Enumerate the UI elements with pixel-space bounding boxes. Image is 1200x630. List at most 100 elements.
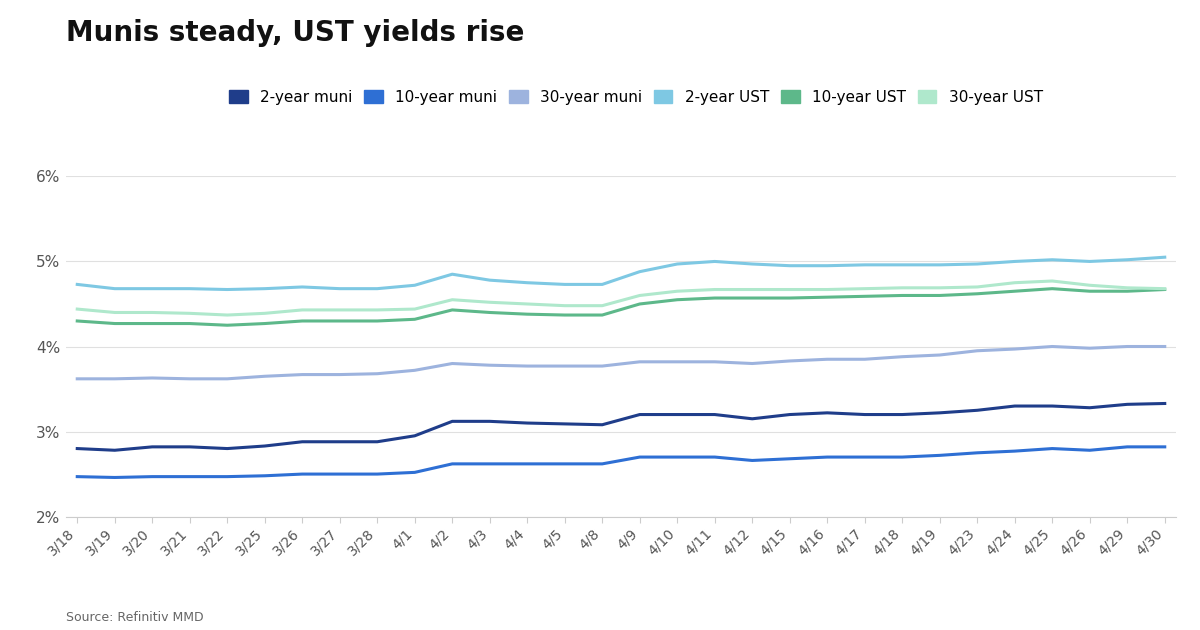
2-year UST [220, 286, 234, 294]
10-year UST [370, 318, 384, 325]
10-year UST [858, 292, 872, 300]
10-year muni [182, 473, 197, 481]
2-year muni [332, 438, 347, 445]
2-year muni [408, 432, 422, 440]
10-year muni [670, 454, 684, 461]
2-year muni [1082, 404, 1097, 411]
2-year muni [1158, 399, 1172, 407]
10-year UST [782, 294, 797, 302]
Line: 2-year UST: 2-year UST [77, 257, 1165, 290]
10-year UST [145, 320, 160, 328]
10-year UST [932, 292, 947, 299]
2-year UST [182, 285, 197, 292]
30-year muni [1045, 343, 1060, 350]
10-year muni [408, 469, 422, 476]
10-year muni [708, 454, 722, 461]
10-year UST [595, 311, 610, 319]
10-year muni [295, 471, 310, 478]
30-year muni [258, 372, 272, 380]
2-year muni [708, 411, 722, 418]
10-year UST [895, 292, 910, 299]
Legend: 2-year muni, 10-year muni, 30-year muni, 2-year UST, 10-year UST, 30-year UST: 2-year muni, 10-year muni, 30-year muni,… [229, 89, 1043, 105]
2-year muni [70, 445, 84, 452]
10-year UST [632, 301, 647, 308]
2-year UST [445, 270, 460, 278]
10-year UST [1045, 285, 1060, 292]
2-year UST [745, 260, 760, 268]
30-year UST [858, 285, 872, 292]
10-year muni [258, 472, 272, 479]
10-year muni [1158, 443, 1172, 450]
10-year muni [932, 452, 947, 459]
2-year muni [145, 443, 160, 450]
30-year muni [745, 360, 760, 367]
2-year UST [932, 261, 947, 268]
10-year muni [482, 460, 497, 467]
10-year UST [1120, 287, 1134, 295]
30-year UST [1045, 277, 1060, 285]
30-year UST [70, 306, 84, 313]
10-year UST [520, 311, 534, 318]
30-year muni [558, 362, 572, 370]
30-year UST [1082, 282, 1097, 289]
10-year muni [70, 473, 84, 481]
2-year muni [782, 411, 797, 418]
30-year UST [708, 286, 722, 294]
2-year UST [145, 285, 160, 292]
10-year UST [745, 294, 760, 302]
10-year UST [970, 290, 984, 297]
10-year muni [595, 460, 610, 467]
30-year muni [595, 362, 610, 370]
30-year UST [220, 311, 234, 319]
30-year muni [1158, 343, 1172, 350]
10-year UST [445, 306, 460, 314]
30-year UST [782, 286, 797, 294]
30-year UST [108, 309, 122, 316]
30-year UST [820, 286, 834, 294]
2-year UST [670, 260, 684, 268]
2-year UST [558, 280, 572, 288]
2-year muni [820, 409, 834, 416]
10-year muni [1008, 447, 1022, 455]
30-year muni [708, 358, 722, 365]
10-year muni [145, 473, 160, 481]
10-year muni [1082, 447, 1097, 454]
30-year muni [332, 371, 347, 379]
30-year muni [70, 375, 84, 382]
2-year muni [670, 411, 684, 418]
2-year UST [708, 258, 722, 265]
2-year muni [258, 442, 272, 450]
30-year muni [1120, 343, 1134, 350]
2-year UST [482, 277, 497, 284]
10-year muni [445, 460, 460, 467]
2-year UST [632, 268, 647, 275]
30-year UST [1120, 284, 1134, 292]
Text: Munis steady, UST yields rise: Munis steady, UST yields rise [66, 19, 524, 47]
2-year UST [1045, 256, 1060, 263]
10-year muni [782, 455, 797, 462]
30-year UST [632, 292, 647, 299]
10-year UST [182, 320, 197, 328]
10-year UST [1158, 286, 1172, 294]
2-year UST [520, 279, 534, 287]
30-year muni [858, 355, 872, 363]
10-year muni [632, 454, 647, 461]
30-year UST [1158, 285, 1172, 292]
10-year UST [558, 311, 572, 319]
2-year UST [595, 280, 610, 288]
2-year UST [295, 284, 310, 291]
10-year UST [408, 316, 422, 323]
10-year UST [1008, 287, 1022, 295]
30-year UST [595, 302, 610, 309]
30-year muni [895, 353, 910, 360]
2-year UST [782, 262, 797, 270]
10-year UST [70, 318, 84, 325]
30-year UST [295, 306, 310, 314]
30-year UST [182, 309, 197, 317]
2-year muni [445, 418, 460, 425]
10-year muni [558, 460, 572, 467]
2-year UST [332, 285, 347, 292]
30-year muni [295, 371, 310, 379]
30-year muni [632, 358, 647, 365]
30-year muni [1008, 345, 1022, 353]
